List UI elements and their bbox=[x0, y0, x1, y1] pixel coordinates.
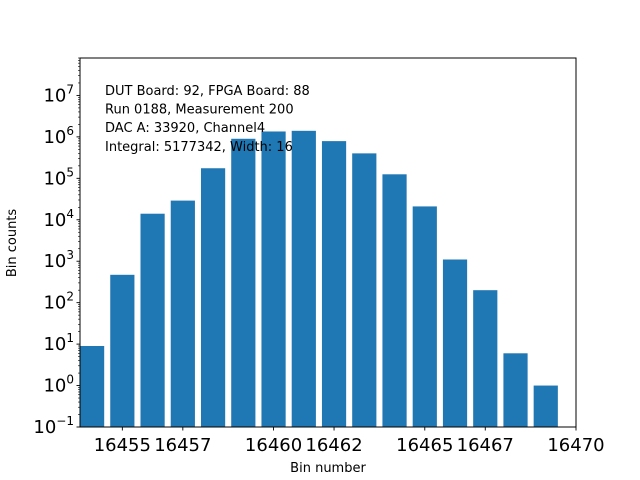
bar-3 bbox=[170, 200, 195, 427]
x-tick-label-5: 16467 bbox=[457, 435, 514, 456]
x-tick-label-4: 16465 bbox=[396, 435, 453, 456]
bar-1 bbox=[110, 274, 135, 427]
y-tick-label-0: 10−1 bbox=[33, 414, 74, 438]
bar-9 bbox=[352, 153, 377, 427]
bar-14 bbox=[503, 353, 528, 427]
bar-2 bbox=[140, 213, 165, 427]
annotation-line-1: Run 0188, Measurement 200 bbox=[105, 103, 294, 118]
annotation-line-0: DUT Board: 92, FPGA Board: 88 bbox=[105, 84, 310, 99]
bar-11 bbox=[412, 206, 437, 427]
annotation-line-3: Integral: 5177342, Width: 16 bbox=[105, 140, 293, 155]
plot-frame bbox=[79, 57, 577, 428]
y-tick-label-1: 100 bbox=[43, 373, 74, 397]
x-tick-label-2: 16460 bbox=[245, 435, 302, 456]
x-tick-label-6: 16470 bbox=[547, 435, 604, 456]
annotation-line-2: DAC A: 33920, Channel4 bbox=[105, 121, 265, 136]
y-tick-label-8: 107 bbox=[43, 82, 74, 106]
bar-10 bbox=[382, 174, 407, 427]
bar-6 bbox=[261, 131, 286, 427]
y-tick-label-2: 101 bbox=[43, 331, 74, 355]
bar-7 bbox=[291, 130, 316, 427]
y-axis-ticks: 10−1 100 101 102 103 104 105 106 107 bbox=[33, 57, 80, 438]
bar-0 bbox=[80, 346, 105, 427]
x-axis-label: Bin number bbox=[290, 461, 366, 476]
x-tick-label-0: 16455 bbox=[94, 435, 151, 456]
bar-8 bbox=[321, 141, 347, 427]
y-tick-label-6: 105 bbox=[43, 165, 74, 189]
y-tick-label-5: 104 bbox=[43, 207, 74, 231]
y-tick-label-4: 103 bbox=[43, 248, 74, 272]
bar-4 bbox=[200, 168, 226, 427]
x-tick-label-3: 16462 bbox=[305, 435, 362, 456]
bar-13 bbox=[473, 290, 498, 427]
y-tick-label-7: 106 bbox=[43, 124, 74, 148]
bar-12 bbox=[442, 259, 468, 427]
annotation-block: DUT Board: 92, FPGA Board: 88 Run 0188, M… bbox=[105, 84, 310, 155]
bar-15 bbox=[533, 385, 558, 427]
y-tick-label-3: 102 bbox=[43, 290, 74, 314]
x-axis-ticks: 16455 16457 16460 16462 16465 16467 16470 bbox=[94, 427, 605, 456]
x-tick-label-1: 16457 bbox=[154, 435, 211, 456]
bars-group bbox=[80, 130, 558, 427]
y-axis-label: Bin counts bbox=[5, 209, 20, 278]
bar-5 bbox=[231, 138, 256, 427]
